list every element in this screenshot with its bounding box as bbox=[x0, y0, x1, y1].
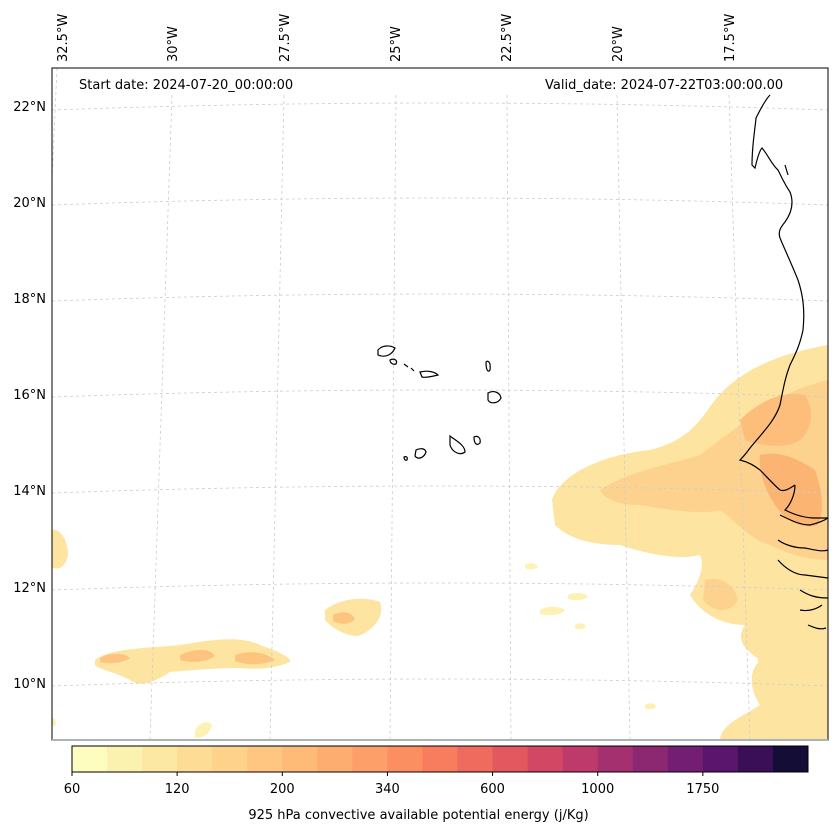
colorbar-segment bbox=[492, 746, 529, 772]
colorbar-segment bbox=[212, 746, 248, 772]
colorbar-segment bbox=[282, 746, 318, 772]
coastline bbox=[377, 94, 829, 630]
colorbar-segment bbox=[317, 746, 353, 772]
colorbar-title: 925 hPa convective available potential e… bbox=[248, 808, 589, 823]
lat-label: 16°N bbox=[13, 388, 46, 403]
lon-label: 25°W bbox=[389, 26, 404, 62]
colorbar-segment bbox=[562, 746, 599, 772]
colorbar-segment bbox=[387, 746, 423, 772]
lat-label: 20°N bbox=[13, 196, 46, 211]
start-date-label: Start date: 2024-07-20_00:00:00 bbox=[79, 78, 294, 93]
colorbar-segment bbox=[632, 746, 669, 772]
lon-label: 30°W bbox=[166, 26, 181, 62]
colorbar-segment bbox=[177, 746, 213, 772]
colorbar-tick-label: 1750 bbox=[686, 782, 720, 797]
colorbar-tick-label: 120 bbox=[164, 782, 190, 797]
valid-date-label: Valid_date: 2024-07-22T03:00:00.00 bbox=[545, 78, 784, 93]
map-gridlines bbox=[51, 67, 829, 741]
lat-label: 22°N bbox=[13, 100, 46, 115]
colorbar-tick-label: 1000 bbox=[581, 782, 615, 797]
lon-label: 22.5°W bbox=[500, 14, 515, 62]
lon-label: 20°W bbox=[611, 26, 626, 62]
lat-label: 12°N bbox=[13, 581, 46, 596]
colorbar-segment bbox=[107, 746, 143, 772]
colorbar-tick-label: 600 bbox=[480, 782, 505, 797]
lon-label: 32.5°W bbox=[56, 14, 71, 62]
colorbar bbox=[71, 745, 809, 776]
colorbar-segment bbox=[142, 746, 178, 772]
lat-label: 10°N bbox=[13, 677, 46, 692]
colorbar-segment bbox=[457, 746, 494, 772]
colorbar-segment bbox=[72, 746, 108, 772]
colorbar-segment bbox=[527, 746, 564, 772]
colorbar-segment bbox=[702, 746, 739, 772]
colorbar-tick-label: 340 bbox=[375, 782, 400, 797]
colorbar-segment bbox=[667, 746, 704, 772]
colorbar-segment bbox=[737, 746, 774, 772]
colorbar-tick-label: 60 bbox=[63, 782, 81, 797]
lon-label: 17.5°W bbox=[723, 14, 738, 62]
lat-label: 14°N bbox=[13, 484, 46, 499]
colorbar-segment bbox=[247, 746, 283, 772]
cape-shading bbox=[52, 345, 828, 740]
colorbar-segment bbox=[422, 746, 459, 772]
lat-label: 18°N bbox=[13, 292, 46, 307]
colorbar-border bbox=[71, 745, 809, 773]
colorbar-segment bbox=[772, 746, 809, 772]
lon-label: 27.5°W bbox=[278, 14, 293, 62]
colorbar-tick-label: 200 bbox=[269, 782, 295, 797]
colorbar-segment bbox=[352, 746, 388, 772]
colorbar-segment bbox=[597, 746, 634, 772]
